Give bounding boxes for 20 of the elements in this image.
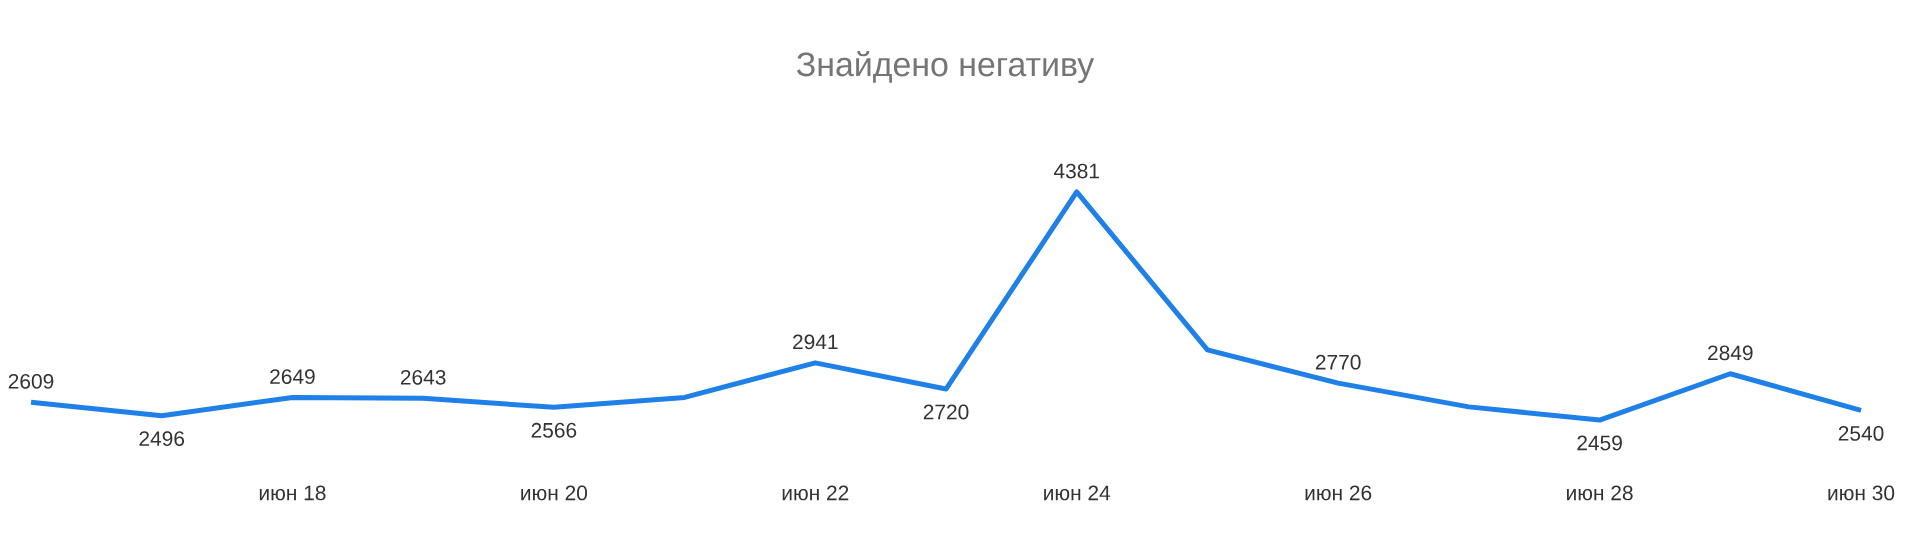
data-label: 2649 bbox=[270, 369, 315, 384]
data-label: 2720 bbox=[923, 404, 969, 420]
x-tick-label: июн 22 bbox=[782, 485, 849, 501]
chart-title: Знайдено негативу bbox=[796, 50, 1095, 84]
data-label: 2459 bbox=[1577, 435, 1622, 451]
data-label: 2566 bbox=[531, 422, 577, 438]
data-label: 2770 bbox=[1315, 354, 1361, 370]
data-label: 4381 bbox=[1053, 163, 1099, 179]
data-label: 2941 bbox=[793, 334, 838, 350]
data-label: 2540 bbox=[1838, 425, 1884, 441]
x-tick-label: июн 18 bbox=[259, 485, 326, 501]
data-label: 2496 bbox=[139, 431, 185, 446]
x-tick-label: июн 28 bbox=[1567, 485, 1633, 501]
data-label: 2643 bbox=[400, 369, 446, 385]
data-label: 2849 bbox=[1708, 345, 1753, 361]
x-tick-label: июн 30 bbox=[1828, 485, 1895, 501]
data-label: 2609 bbox=[8, 373, 54, 389]
x-tick-label: июн 26 bbox=[1305, 485, 1372, 501]
x-tick-label: июн 20 bbox=[521, 485, 588, 501]
x-tick-label: июн 24 bbox=[1044, 485, 1111, 501]
